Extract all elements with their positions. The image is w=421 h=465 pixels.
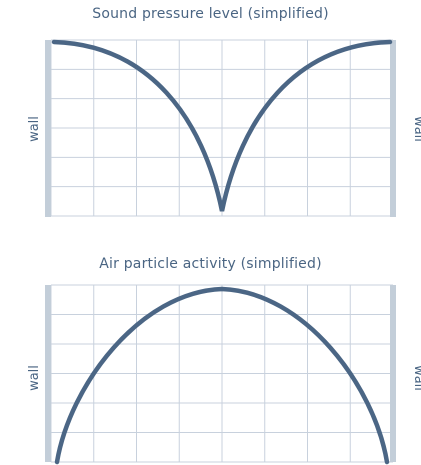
sound-pressure-grid: [50, 39, 394, 217]
sound-pressure-curve: [51, 39, 393, 212]
top-right-wall: [390, 40, 396, 217]
air-particle-grid: [50, 284, 394, 463]
air-particle-title: Air particle activity (simplified): [99, 256, 322, 272]
top-left-wall: [45, 40, 51, 217]
sound-pressure-title: Sound pressure level (simplified): [92, 6, 329, 22]
bottom-left-wall: [45, 285, 51, 462]
bottom-right-wall: [390, 285, 396, 462]
air-particle-curve: [54, 286, 390, 465]
